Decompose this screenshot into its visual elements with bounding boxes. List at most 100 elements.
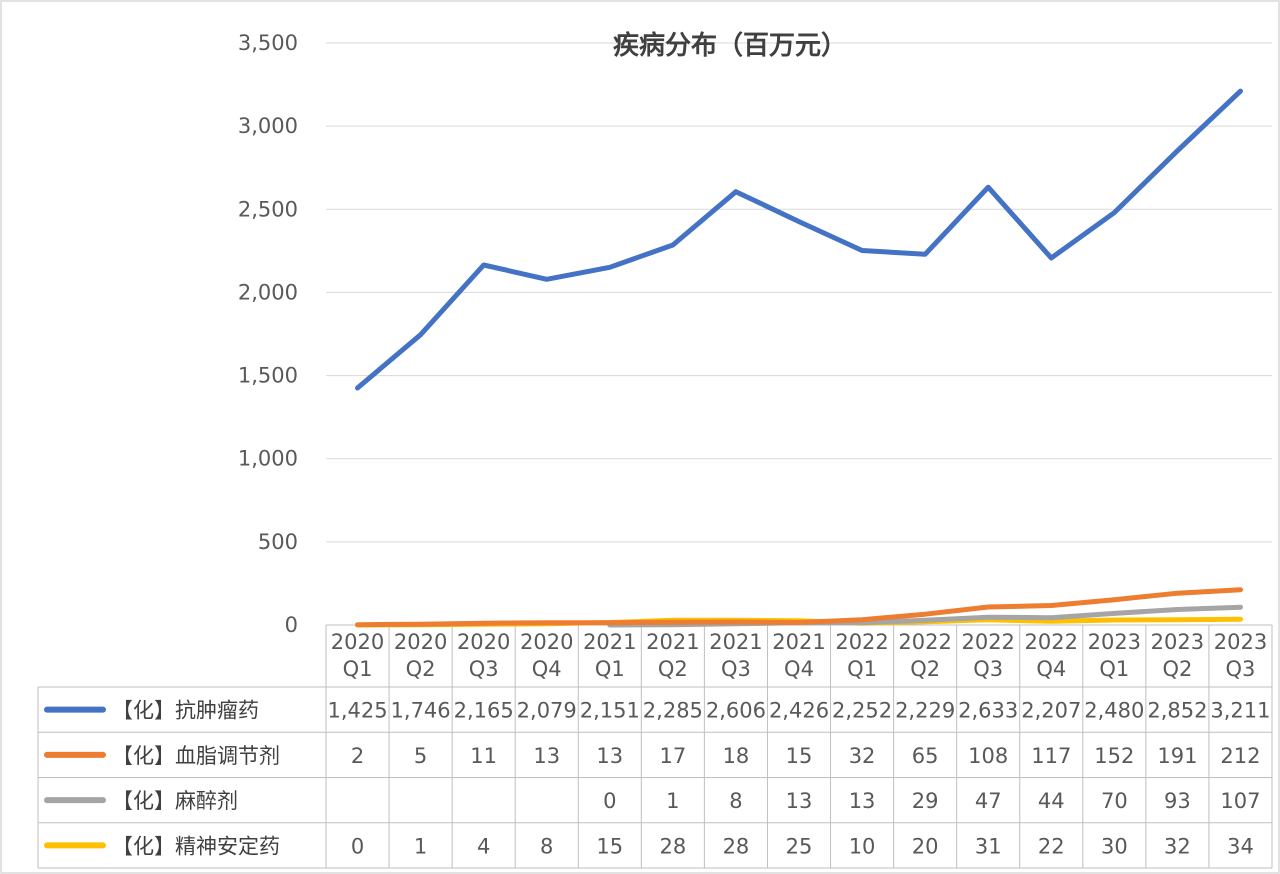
x-tick-label: Q3 [469,657,499,681]
y-tick-label: 2,000 [238,280,298,304]
chart-title: 疾病分布（百万元） [613,30,847,61]
x-tick-label: 2021 [646,630,699,654]
x-tick-label: 2021 [709,630,762,654]
x-tick-label: 2020 [520,630,573,654]
data-label: 1 [414,834,427,858]
data-label: 1,746 [391,699,451,723]
data-label: 65 [912,744,939,768]
data-label: 2 [351,744,364,768]
data-label: 31 [975,834,1002,858]
data-label: 44 [1038,789,1065,813]
x-tick-label: 2022 [898,630,951,654]
x-tick-label: Q1 [343,657,373,681]
data-label: 13 [596,744,623,768]
data-label: 2,151 [580,699,640,723]
data-label: 3,211 [1210,699,1270,723]
data-label: 2,480 [1084,699,1144,723]
data-label: 2,079 [517,699,577,723]
x-tick-label: Q1 [847,657,877,681]
y-tick-label: 0 [285,613,298,637]
data-label: 29 [912,789,939,813]
y-axis: 0 500 1,000 1,500 2,000 2,500 3,000 3,500 [238,31,298,637]
data-label: 5 [414,744,427,768]
x-tick-label: 2023 [1151,630,1204,654]
data-label: 4 [477,834,490,858]
data-label: 2,606 [706,699,766,723]
data-label: 15 [786,744,813,768]
y-tick-label: 3,000 [238,114,298,138]
data-label: 70 [1101,789,1128,813]
data-label: 2,285 [643,699,703,723]
data-label: 20 [912,834,939,858]
x-tick-label: Q3 [973,657,1003,681]
data-label: 28 [723,834,750,858]
data-label: 0 [603,789,616,813]
data-label: 2,852 [1147,699,1207,723]
data-label: 1 [666,789,679,813]
data-label: 1,425 [327,699,387,723]
data-label: 2,207 [1021,699,1081,723]
y-tick-label: 3,500 [238,31,298,55]
y-tick-label: 1,500 [238,364,298,388]
series-line [355,587,1243,628]
data-label: 13 [849,789,876,813]
x-tick-label: 2020 [331,630,384,654]
x-tick-label: Q4 [532,657,562,681]
data-label: 30 [1101,834,1128,858]
data-label: 47 [975,789,1002,813]
x-tick-label: 2022 [835,630,888,654]
data-label: 10 [849,834,876,858]
y-tick-label: 500 [258,530,298,554]
data-label: 8 [729,789,742,813]
data-label: 191 [1157,744,1197,768]
data-label: 28 [659,834,686,858]
x-tick-label: 2020 [394,630,447,654]
x-tick-label: Q2 [910,657,940,681]
series-name: 【化】精神安定药 [112,834,280,858]
data-label: 25 [786,834,813,858]
data-label: 117 [1031,744,1071,768]
data-label: 212 [1220,744,1260,768]
x-tick-label: Q3 [1226,657,1256,681]
series-name: 【化】麻醉剂 [112,789,238,813]
series-name: 【化】血脂调节剂 [112,744,280,768]
x-tick-label: 2022 [1025,630,1078,654]
x-tick-label: Q1 [1099,657,1129,681]
gridlines [326,42,1272,543]
data-label: 13 [786,789,813,813]
data-label: 2,426 [769,699,829,723]
x-tick-label: Q2 [658,657,688,681]
data-label: 2,165 [454,699,514,723]
data-table: 2020Q12020Q22020Q32020Q42021Q12021Q22021… [37,624,1273,869]
series-line [355,88,1243,391]
plot-lines [355,88,1243,628]
data-label: 17 [659,744,686,768]
data-label: 2,252 [832,699,892,723]
data-label: 2,633 [958,699,1018,723]
y-tick-label: 2,500 [238,197,298,221]
series-name: 【化】抗肿瘤药 [112,699,259,723]
x-tick-label: Q2 [1162,657,1192,681]
data-label: 108 [968,744,1008,768]
data-label: 0 [351,834,364,858]
data-label: 18 [723,744,750,768]
x-tick-label: 2022 [961,630,1014,654]
x-tick-label: Q1 [595,657,625,681]
data-label: 107 [1220,789,1260,813]
data-label: 11 [470,744,497,768]
x-tick-label: 2021 [583,630,636,654]
x-tick-label: Q4 [1036,657,1066,681]
data-label: 13 [533,744,560,768]
data-label: 32 [1164,834,1191,858]
data-label: 15 [596,834,623,858]
x-tick-label: Q2 [406,657,436,681]
data-label: 32 [849,744,876,768]
x-tick-label: 2020 [457,630,510,654]
data-label: 152 [1094,744,1134,768]
y-tick-label: 1,000 [238,447,298,471]
data-label: 8 [540,834,553,858]
x-tick-label: 2023 [1214,630,1267,654]
x-tick-label: 2023 [1088,630,1141,654]
